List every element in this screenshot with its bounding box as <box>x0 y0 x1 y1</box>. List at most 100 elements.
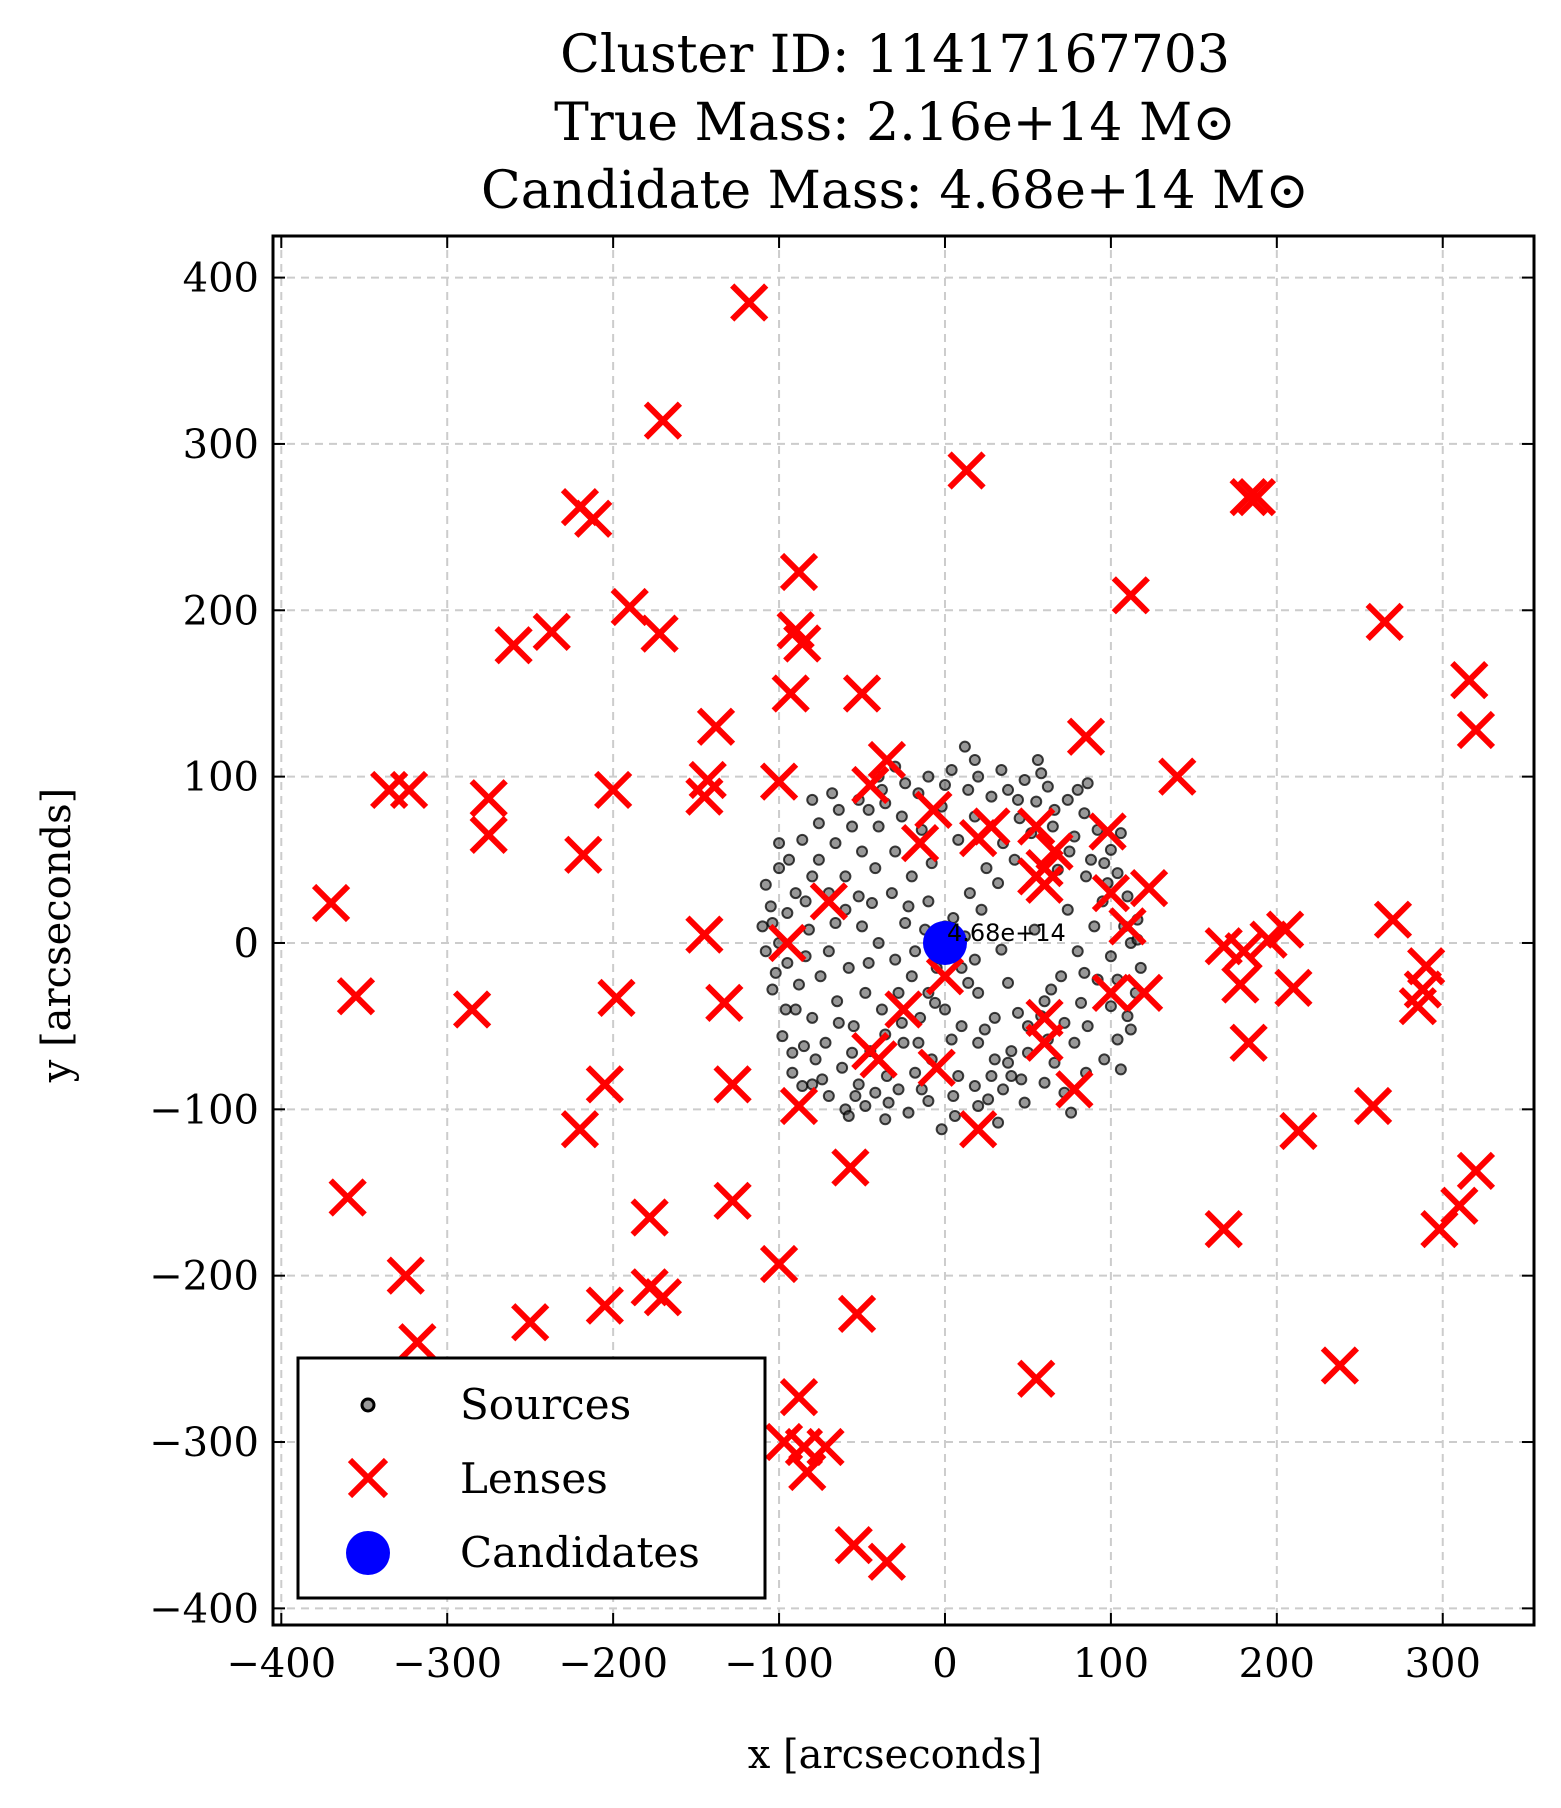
source-point <box>1028 923 1041 936</box>
lens-marker <box>630 1198 669 1237</box>
lens-marker <box>1274 968 1313 1008</box>
title-line-1: Cluster ID: 11417167703 <box>560 25 1230 85</box>
lens-marker <box>469 779 508 818</box>
source-point <box>773 862 786 875</box>
source-point <box>1008 853 1021 866</box>
source-point <box>779 1003 792 1016</box>
source-point <box>909 945 922 958</box>
lens-marker <box>867 1542 907 1581</box>
lens-marker <box>884 990 923 1029</box>
source-point <box>786 1066 799 1079</box>
legend-sources-marker <box>360 1397 376 1413</box>
source-point <box>872 820 885 833</box>
source-point <box>978 1023 991 1036</box>
source-point <box>945 763 958 776</box>
candidate-mass-annotation: 4.68e+14 <box>947 919 1066 947</box>
lens-marker <box>859 1040 898 1079</box>
source-point <box>982 1093 995 1106</box>
source-point <box>797 1040 810 1053</box>
source-point <box>938 1003 951 1016</box>
source-point <box>783 853 796 866</box>
lens-marker <box>594 770 633 810</box>
lens-marker <box>564 835 603 874</box>
source-point <box>862 956 875 969</box>
lens-marker <box>494 626 533 665</box>
source-point <box>781 956 794 969</box>
x-tick-label: −300 <box>392 1641 502 1687</box>
source-point <box>1114 827 1127 840</box>
lens-marker <box>336 977 376 1016</box>
source-point <box>922 770 935 783</box>
lens-marker <box>779 1086 819 1126</box>
source-point <box>849 1090 862 1103</box>
source-point <box>1038 1076 1051 1089</box>
grid-lines <box>273 236 1534 1625</box>
source-point <box>832 1016 845 1029</box>
source-point <box>819 1036 832 1049</box>
source-point <box>968 753 981 766</box>
x-tick-label: −200 <box>558 1641 668 1687</box>
lens-marker <box>1456 1151 1496 1190</box>
source-point <box>829 917 842 930</box>
source-point <box>1035 767 1048 780</box>
source-point <box>902 900 915 913</box>
source-point <box>895 810 908 823</box>
lens-marker <box>771 674 810 713</box>
source-point <box>1104 843 1117 856</box>
source-point <box>802 923 815 936</box>
source-point <box>899 777 912 790</box>
lens-marker <box>768 923 807 963</box>
y-tick-label: −400 <box>149 1586 259 1632</box>
source-point <box>831 995 844 1008</box>
lens-marker <box>867 740 907 780</box>
lens-marker <box>914 790 953 830</box>
source-point <box>856 845 869 858</box>
source-point <box>756 920 769 933</box>
lens-marker <box>1158 757 1197 796</box>
source-point <box>875 1003 888 1016</box>
source-point <box>962 976 975 989</box>
lens-marker <box>1066 717 1106 756</box>
source-point <box>1124 1023 1137 1036</box>
source-point <box>1055 970 1068 983</box>
source-point <box>846 820 859 833</box>
source-point <box>1098 857 1111 870</box>
y-tick-label: −100 <box>149 1087 259 1133</box>
source-point <box>929 996 942 1009</box>
source-point <box>822 945 835 958</box>
candidates-series: 4.68e+14 <box>922 919 1066 965</box>
x-tick-label: 200 <box>1239 1641 1315 1687</box>
x-tick-label: 300 <box>1405 1641 1481 1687</box>
lens-marker <box>1398 987 1437 1026</box>
lens-marker <box>1229 1023 1268 1062</box>
lens-marker <box>779 552 819 592</box>
legend-candidates-marker <box>346 1531 390 1575</box>
lens-marker <box>900 824 940 863</box>
x-tick-label: 0 <box>932 1641 957 1687</box>
source-point <box>759 945 772 958</box>
lenses-series <box>311 283 1496 1581</box>
x-tick-label: 100 <box>1073 1641 1149 1687</box>
lens-marker <box>386 1256 425 1295</box>
lens-marker <box>759 762 799 801</box>
source-point <box>796 833 809 846</box>
source-point <box>968 1080 981 1093</box>
lens-marker <box>851 765 890 805</box>
y-tick-label: −200 <box>149 1254 259 1300</box>
legend-lenses-marker <box>347 1457 389 1499</box>
source-point <box>968 953 981 966</box>
source-point <box>796 1080 809 1093</box>
lens-marker <box>574 499 613 538</box>
source-point <box>814 970 827 983</box>
source-point <box>922 1095 935 1108</box>
source-point <box>829 837 842 850</box>
lens-marker <box>560 1110 600 1149</box>
y-tick-label: 100 <box>183 755 259 801</box>
source-point <box>773 837 786 850</box>
lens-marker <box>1237 478 1277 517</box>
source-point <box>769 966 782 979</box>
plot-frame <box>271 234 1536 1627</box>
lens-marker <box>1055 1070 1094 1109</box>
source-point <box>1078 807 1091 820</box>
lens-marker <box>806 1427 845 1467</box>
